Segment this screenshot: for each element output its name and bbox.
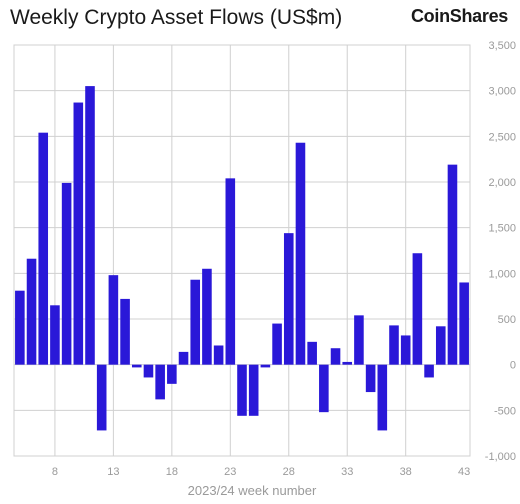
x-axis-ticks: 8 13 18 23 28 33 38 43: [52, 466, 470, 478]
y-tick-label: 2,500: [488, 131, 516, 143]
bar-week-33: [342, 361, 353, 365]
bar-week-40: [424, 364, 434, 378]
bar-week-11: [85, 86, 95, 365]
bar-week-31: [319, 364, 329, 413]
bar-week-5: [15, 290, 25, 365]
bar-week-43: [459, 282, 469, 365]
bar-week-30: [307, 341, 317, 365]
bar-week-16: [143, 364, 154, 378]
chart-title: Weekly Crypto Asset Flows (US$m): [10, 6, 343, 29]
y-tick-label: 1,500: [488, 223, 516, 235]
bar-week-9: [61, 182, 72, 365]
bar-week-20: [190, 279, 201, 365]
y-tick-label: 500: [498, 314, 516, 326]
bar-week-17: [155, 364, 165, 400]
y-axis-ticks: 3,500 3,000 2,500 2,000 1,500 1,000 500 0 -500 -1…: [485, 40, 516, 463]
bar-week-22: [213, 345, 224, 365]
bar-week-14: [120, 298, 130, 365]
y-tick-label: 2,000: [488, 177, 516, 189]
bar-week-35: [365, 364, 376, 393]
x-tick-label: 28: [283, 466, 295, 478]
x-tick-label: 43: [458, 466, 470, 478]
bar-week-28: [283, 233, 294, 365]
bar-week-18: [167, 364, 177, 384]
x-tick-label: 33: [341, 466, 353, 478]
bar-week-21: [202, 268, 212, 365]
plot-frame: [13, 44, 471, 457]
bar-week-15: [131, 364, 142, 368]
bar-week-34: [354, 315, 364, 365]
bar-week-39: [412, 253, 423, 365]
bar-week-41: [435, 326, 446, 365]
chart-bars: [15, 86, 469, 431]
x-tick-label: 38: [400, 466, 412, 478]
bar-week-27: [272, 323, 282, 365]
y-tick-label: 0: [510, 360, 516, 372]
y-tick-label: -500: [494, 405, 516, 417]
y-tick-label: -1,000: [485, 451, 516, 463]
y-tick-label: 3,000: [488, 86, 516, 98]
bar-week-42: [447, 164, 458, 365]
bar-week-26: [260, 364, 271, 368]
bar-week-38: [400, 335, 411, 365]
bar-week-24: [237, 364, 247, 416]
coinshares-logo: CoinShares: [410, 6, 508, 26]
x-tick-label: 23: [224, 466, 236, 478]
bar-week-23: [225, 178, 236, 365]
bar-week-6: [26, 258, 37, 365]
bar-week-7: [38, 132, 49, 365]
bar-week-10: [73, 102, 84, 365]
x-axis-label: 2023/24 week number: [188, 483, 317, 498]
bar-week-13: [108, 275, 119, 365]
bar-week-37: [389, 325, 399, 365]
x-tick-label: 8: [52, 466, 58, 478]
x-tick-label: 18: [166, 466, 178, 478]
x-tick-label: 13: [107, 466, 119, 478]
bar-week-32: [330, 348, 341, 365]
bar-week-12: [96, 364, 107, 431]
y-tick-label: 1,000: [488, 268, 516, 280]
y-tick-label: 3,500: [488, 40, 516, 52]
bar-week-19: [178, 351, 189, 365]
bar-week-36: [377, 364, 388, 431]
bar-week-25: [248, 364, 259, 416]
bar-week-29: [295, 142, 306, 365]
bar-week-8: [50, 305, 60, 365]
